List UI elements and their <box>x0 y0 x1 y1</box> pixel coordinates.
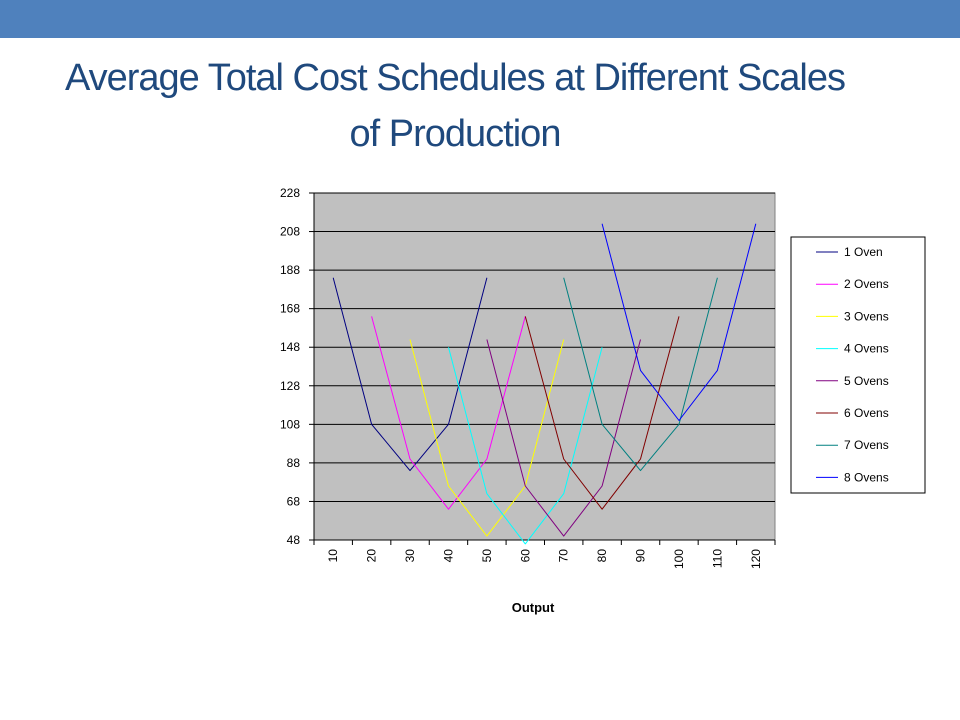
title-line-2: of Production <box>349 113 562 155</box>
x-tick-label: 120 <box>749 549 763 569</box>
series-line-6-ovens <box>524 316 680 510</box>
x-tick-label: 60 <box>518 549 532 563</box>
x-tick-label: 70 <box>557 549 571 563</box>
plot-area <box>313 192 776 541</box>
x-tick-label: 40 <box>441 549 455 563</box>
y-tick-label: 208 <box>280 225 300 239</box>
slide-title: Average Total Cost Schedules at Differen… <box>0 50 910 162</box>
legend-box <box>790 236 926 494</box>
y-tick-label: 48 <box>287 533 301 547</box>
legend-label: 6 Ovens <box>844 406 889 420</box>
series-line-4-ovens <box>448 347 603 545</box>
series-line-2-ovens <box>371 316 526 510</box>
x-tick-label: 30 <box>403 549 417 563</box>
x-tick-label: 10 <box>326 549 340 563</box>
series-lines <box>332 223 757 545</box>
legend-label: 7 Ovens <box>844 438 889 452</box>
series-line-7-ovens <box>563 277 718 472</box>
series-line-8-ovens <box>601 223 757 421</box>
x-tick-label: 110 <box>710 549 724 568</box>
x-axis: 10 20 30 40 50 60 70 80 90 100 110 120 <box>313 539 776 569</box>
legend: 1 Oven 2 Ovens 3 Ovens 4 Ovens 5 Ovens 6 Oven… <box>790 236 926 494</box>
x-tick-label: 100 <box>672 549 686 569</box>
y-tick-label: 68 <box>287 494 301 508</box>
y-tick-label: 228 <box>280 186 300 200</box>
x-axis-title: Output <box>512 600 555 615</box>
y-tick-label: 148 <box>280 340 300 354</box>
series-line-1-oven <box>332 277 488 472</box>
y-axis: 48 68 88 108 128 148 168 188 208 228 <box>280 186 315 547</box>
y-tick-label: 128 <box>280 379 300 393</box>
legend-label: 1 Oven <box>844 245 883 259</box>
x-tick-label: 90 <box>634 549 648 563</box>
legend-label: 3 Ovens <box>844 309 889 323</box>
y-tick-label: 188 <box>280 263 300 277</box>
legend-label: 8 Ovens <box>844 470 889 484</box>
top-band <box>0 0 960 38</box>
legend-label: 5 Ovens <box>844 374 889 388</box>
title-line-1: Average Total Cost Schedules at Differen… <box>64 57 846 99</box>
x-tick-label: 20 <box>365 549 379 563</box>
y-tick-label: 108 <box>280 417 300 431</box>
legend-label: 2 Ovens <box>844 277 889 291</box>
y-tick-label: 168 <box>280 302 300 316</box>
series-line-3-ovens <box>409 339 565 537</box>
legend-label: 4 Ovens <box>844 342 889 356</box>
series-line-5-ovens <box>486 339 641 537</box>
y-tick-label: 88 <box>287 456 301 470</box>
x-tick-label: 50 <box>480 549 494 563</box>
x-tick-label: 80 <box>595 549 609 563</box>
